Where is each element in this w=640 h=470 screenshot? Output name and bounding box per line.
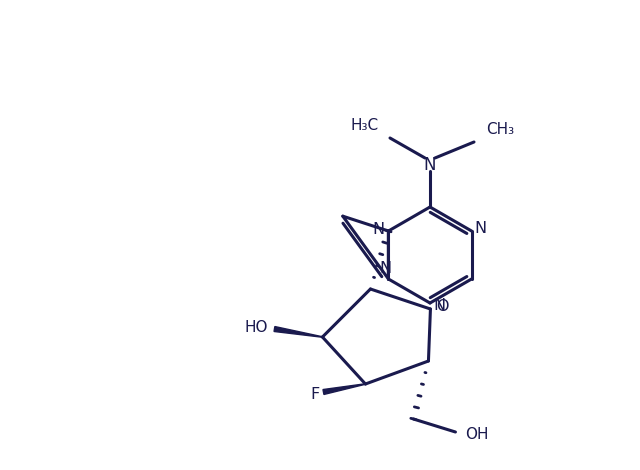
Text: F: F xyxy=(311,386,320,401)
Polygon shape xyxy=(323,384,365,394)
Text: O: O xyxy=(436,298,449,313)
Text: N: N xyxy=(474,220,486,235)
Text: CH₃: CH₃ xyxy=(486,122,514,136)
Text: OH: OH xyxy=(465,426,488,441)
Polygon shape xyxy=(274,327,323,337)
Text: H₃C: H₃C xyxy=(351,118,379,133)
Text: N: N xyxy=(380,261,392,276)
Text: N: N xyxy=(372,221,385,236)
Text: HO: HO xyxy=(244,320,268,335)
Text: N: N xyxy=(424,156,436,174)
Text: N: N xyxy=(433,298,445,313)
